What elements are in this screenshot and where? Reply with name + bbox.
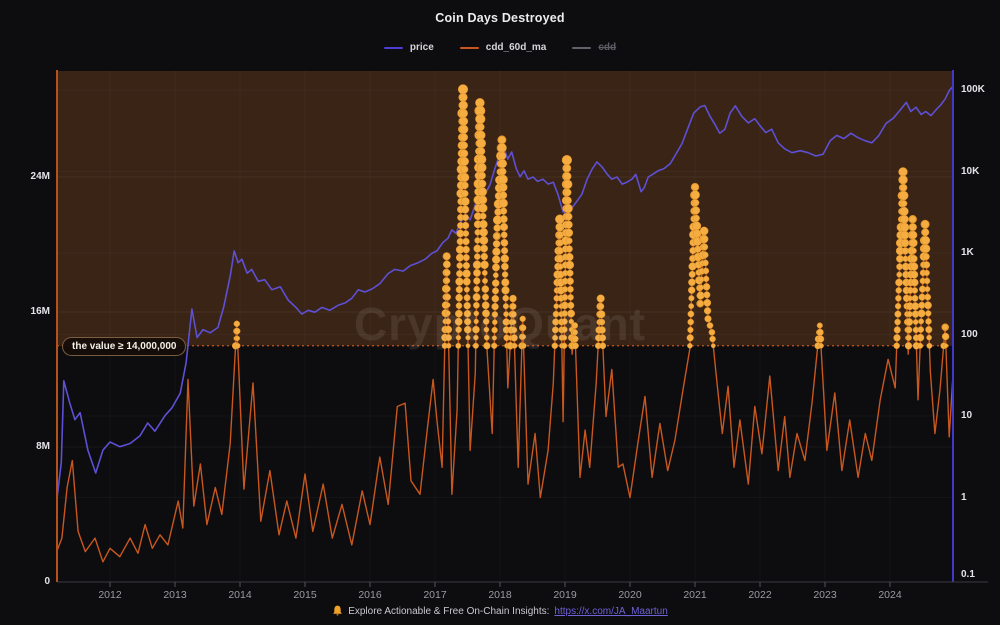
legend-item-price[interactable]: price (383, 42, 434, 53)
x-axis-label: 2012 (98, 589, 122, 601)
bell-icon (333, 605, 343, 616)
x-axis-label: 2024 (878, 589, 902, 601)
footer-text: Explore Actionable & Free On-Chain Insig… (348, 605, 550, 617)
x-axis-label: 2021 (683, 589, 707, 601)
x-axis-label: 2016 (358, 589, 382, 601)
right-axis-label: 1 (961, 491, 967, 503)
left-axis-label: 0 (44, 576, 50, 587)
legend-swatch-cdd (572, 46, 592, 49)
right-axis-label: 0.1 (961, 569, 975, 580)
x-axis-label: 2019 (553, 589, 577, 601)
legend: price cdd_60d_ma cdd (0, 42, 1000, 53)
right-axis-label: 100 (961, 328, 978, 340)
x-axis-label: 2015 (293, 589, 317, 601)
threshold-annotation[interactable]: the value ≥ 14,000,000 (62, 337, 187, 356)
legend-label: price (409, 42, 434, 53)
legend-swatch-cdd_60d_ma (459, 46, 479, 49)
legend-item-cdd_60d_ma[interactable]: cdd_60d_ma (459, 42, 547, 53)
x-axis-label: 2014 (228, 589, 252, 601)
x-axis-label: 2022 (748, 589, 772, 601)
x-axis-label: 2023 (813, 589, 837, 601)
legend-label: cdd (598, 42, 617, 53)
page-title: Coin Days Destroyed (435, 11, 565, 25)
threshold-dots (231, 84, 950, 350)
cdd-60d-ma-line (57, 88, 953, 563)
right-axis-label: 100K (961, 84, 985, 95)
right-axis-label: 1K (961, 247, 974, 258)
right-axis-label: 10 (961, 410, 973, 421)
legend-swatch-price (383, 46, 403, 49)
legend-item-cdd[interactable]: cdd (572, 42, 616, 53)
x-axis-label: 2020 (618, 589, 642, 601)
left-axis-label: 8M (36, 441, 50, 452)
price-line (57, 85, 953, 502)
left-axis-label: 24M (30, 171, 50, 182)
threshold-annotation-label: the value ≥ 14,000,000 (72, 341, 177, 352)
right-axis-label: 10K (961, 165, 980, 177)
x-axis-label: 2017 (423, 589, 447, 601)
x-axis-label: 2018 (488, 589, 512, 601)
footer-link[interactable]: https://x.com/JA_Maartun (554, 605, 668, 617)
footer: Explore Actionable & Free On-Chain Insig… (0, 605, 1000, 617)
legend-label: cdd_60d_ma (485, 42, 547, 53)
left-axis-label: 16M (30, 306, 50, 317)
x-axis-label: 2013 (163, 589, 187, 601)
